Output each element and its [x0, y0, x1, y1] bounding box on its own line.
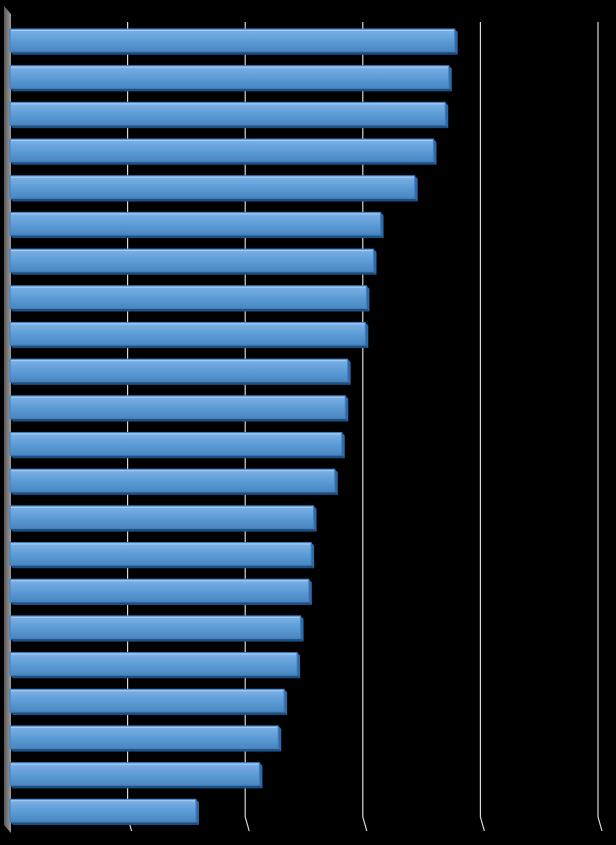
bar	[9, 652, 301, 679]
gridline-floor-tick	[597, 816, 603, 832]
bar	[9, 578, 312, 605]
bar-end-face	[365, 322, 369, 349]
bar-front-face	[9, 468, 336, 493]
bar-bottom-face	[10, 822, 199, 826]
bar-end-face	[308, 579, 312, 605]
bar-bottom-face	[10, 418, 349, 422]
bar-bottom-face	[10, 455, 345, 459]
bar-bottom-face	[10, 88, 452, 92]
bar-front-face	[9, 688, 285, 713]
bar-end-face	[380, 212, 384, 239]
bar-front-face	[9, 101, 446, 126]
bar-bottom-face	[10, 345, 369, 349]
bar-bottom-face	[10, 675, 301, 679]
bar-bottom-face	[10, 125, 449, 129]
bar	[9, 798, 199, 826]
bar	[9, 762, 263, 789]
bar-end-face	[373, 249, 377, 275]
bar-bottom-face	[10, 785, 263, 789]
bar-bottom-face	[10, 198, 418, 202]
bar-end-face	[259, 762, 263, 789]
bar-front-face	[9, 615, 302, 640]
bar-front-face	[9, 321, 366, 346]
bar-bottom-face	[10, 638, 304, 642]
bar-bottom-face	[10, 711, 288, 715]
bar-end-face	[347, 359, 351, 385]
bar	[9, 285, 370, 312]
bar	[9, 28, 458, 55]
bars	[9, 28, 458, 826]
bar-front-face	[9, 542, 312, 566]
bar-front-face	[9, 211, 382, 236]
bar-front-face	[9, 395, 346, 420]
bar-bottom-face	[10, 565, 315, 569]
bar	[9, 468, 338, 495]
bar-front-face	[9, 358, 349, 383]
bar	[9, 138, 437, 165]
bar-end-face	[341, 432, 345, 459]
bar-bottom-face	[10, 748, 282, 752]
bar-front-face	[9, 248, 374, 273]
bar	[9, 248, 377, 275]
bar-bottom-face	[10, 308, 370, 312]
bar-bottom-face	[10, 161, 437, 165]
bar-end-face	[300, 615, 304, 642]
bar-front-face	[9, 28, 456, 53]
bar-front-face	[9, 175, 416, 199]
bar-front-face	[9, 578, 310, 603]
bar	[9, 505, 317, 532]
gridline-floor-tick	[244, 816, 250, 832]
bar-front-face	[9, 138, 434, 163]
bar-end-face	[313, 505, 317, 532]
bar-end-face	[445, 102, 449, 129]
bar-bottom-face	[10, 381, 351, 385]
bar-end-face	[297, 652, 301, 679]
bar-end-face	[334, 469, 338, 495]
bar	[9, 688, 288, 715]
bar	[9, 431, 345, 459]
bar-front-face	[9, 431, 343, 456]
bar	[9, 175, 418, 202]
bar-front-face	[9, 762, 260, 786]
bar-end-face	[278, 725, 282, 752]
bar-front-face	[9, 798, 197, 823]
bar-end-face	[448, 65, 452, 92]
bar-bottom-face	[10, 271, 377, 275]
bar-front-face	[9, 652, 298, 676]
bar-front-face	[9, 505, 315, 530]
bar-front-face	[9, 285, 367, 309]
bar-end-face	[414, 175, 418, 202]
bar-bottom-face	[10, 51, 458, 55]
bar-bottom-face	[10, 491, 338, 495]
bar	[9, 542, 315, 569]
axis-side-wall	[4, 6, 11, 833]
bar	[9, 358, 351, 385]
bar	[9, 725, 282, 752]
bar-end-face	[345, 395, 349, 422]
bar-end-face	[284, 689, 288, 715]
bar	[9, 101, 449, 129]
bar-bottom-face	[10, 601, 312, 605]
bar-front-face	[9, 65, 450, 89]
bar-front-face	[9, 725, 279, 750]
bar-end-face	[195, 799, 199, 826]
axis-wall	[4, 6, 11, 833]
gridline-floor-tick	[362, 816, 368, 832]
bar	[9, 321, 369, 349]
bar-bottom-face	[10, 235, 384, 239]
bar-end-face	[454, 28, 458, 55]
bar-end-face	[433, 139, 437, 165]
bar-end-face	[366, 285, 370, 312]
bar	[9, 65, 452, 92]
bar	[9, 395, 349, 422]
gridline-floor-tick	[479, 816, 485, 832]
bar	[9, 211, 384, 239]
bar-end-face	[311, 542, 315, 569]
bar	[9, 615, 304, 642]
bar-bottom-face	[10, 528, 317, 532]
